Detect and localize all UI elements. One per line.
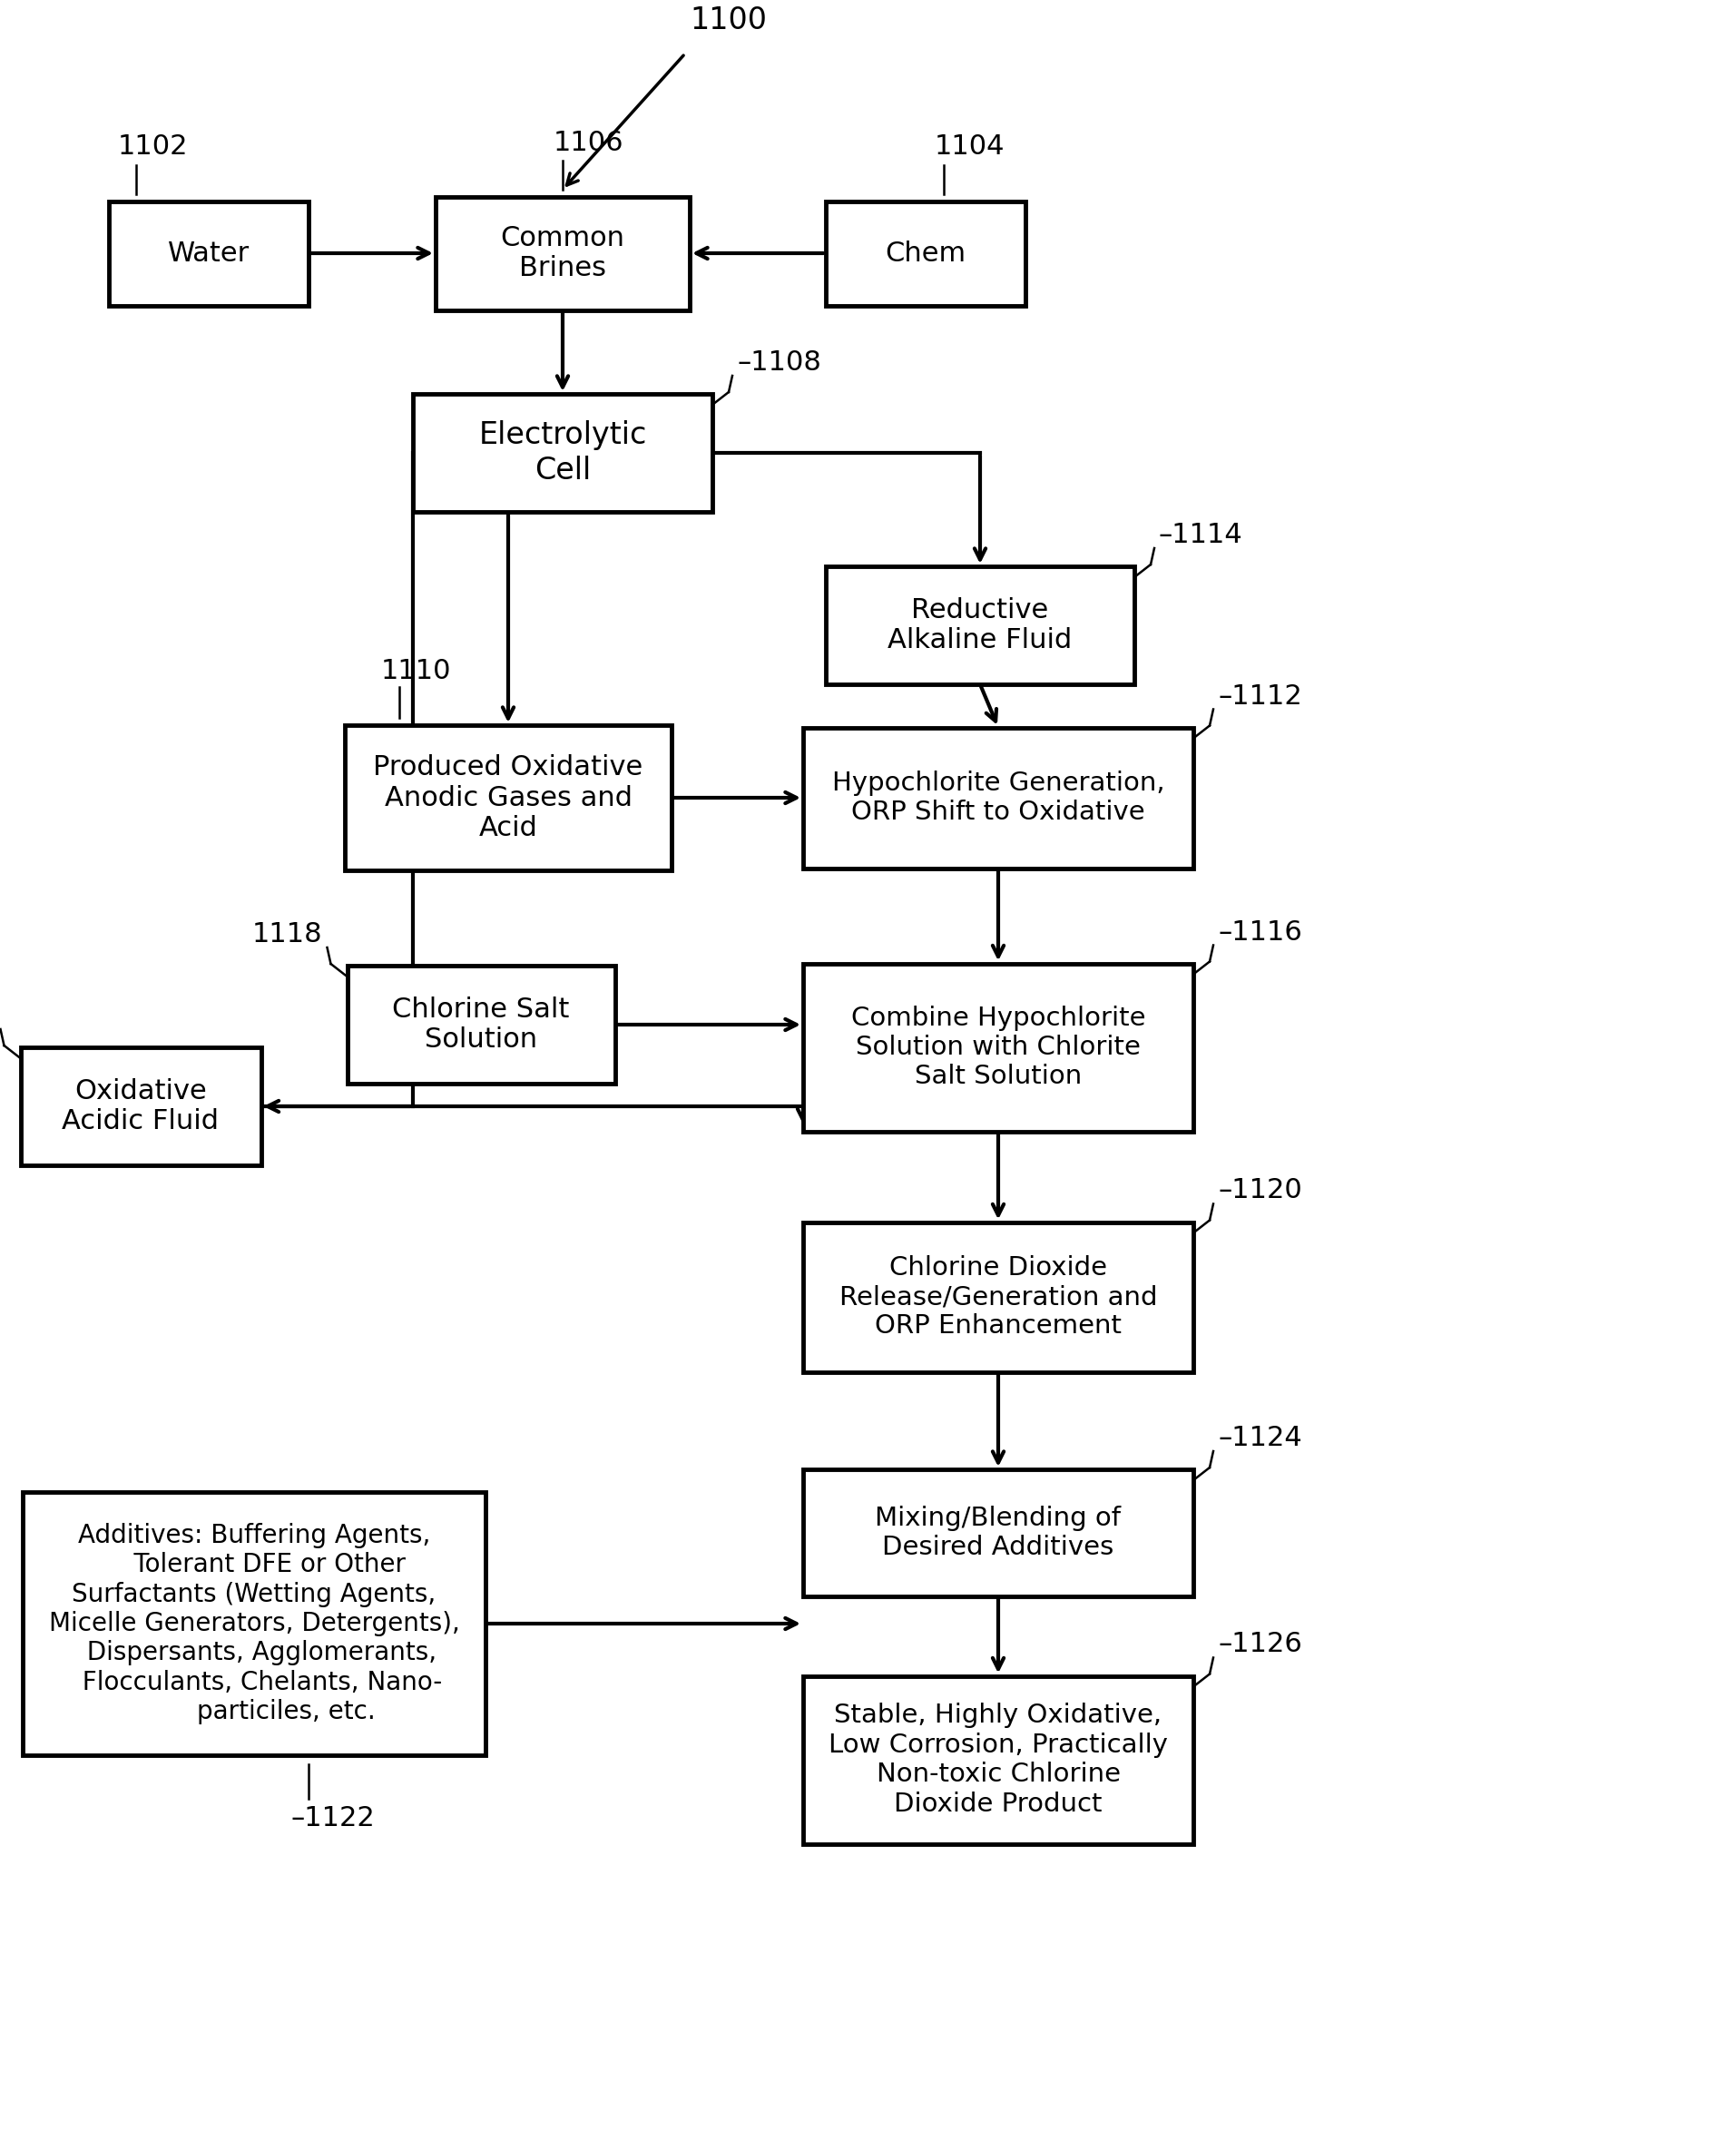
Text: Water: Water [168, 241, 250, 267]
Text: Stable, Highly Oxidative,
Low Corrosion, Practically
Non-toxic Chlorine
Dioxide : Stable, Highly Oxidative, Low Corrosion,… [828, 1703, 1168, 1817]
Text: Electrolytic
Cell: Electrolytic Cell [479, 421, 648, 486]
Bar [804, 1221, 1193, 1372]
Bar [804, 1468, 1193, 1597]
Bar [345, 725, 672, 871]
Text: 1102: 1102 [118, 133, 187, 161]
Text: 1106: 1106 [554, 129, 623, 155]
Bar [23, 1492, 486, 1754]
Text: 1110: 1110 [382, 658, 451, 684]
Bar [347, 965, 615, 1084]
Text: Additives: Buffering Agents,
    Tolerant DFE or Other
Surfactants (Wetting Agen: Additives: Buffering Agents, Tolerant DF… [49, 1522, 460, 1724]
Text: 1118: 1118 [252, 920, 323, 948]
Text: Chem: Chem [885, 241, 965, 267]
Bar [436, 196, 689, 310]
Bar [413, 393, 712, 512]
Text: –1124: –1124 [1219, 1425, 1302, 1451]
Text: –1120: –1120 [1219, 1178, 1302, 1204]
Bar [826, 200, 1026, 305]
Text: 1100: 1100 [689, 6, 767, 34]
Text: Chlorine Salt
Solution: Chlorine Salt Solution [392, 995, 569, 1054]
Text: –1108: –1108 [736, 350, 821, 376]
Text: –1112: –1112 [1219, 684, 1302, 710]
Text: Common
Brines: Common Brines [500, 226, 625, 282]
Bar [109, 200, 309, 305]
Text: 1104: 1104 [934, 133, 1005, 161]
Text: Oxidative
Acidic Fluid: Oxidative Acidic Fluid [62, 1077, 219, 1135]
Bar [804, 727, 1193, 869]
Text: Produced Oxidative
Anodic Gases and
Acid: Produced Oxidative Anodic Gases and Acid [373, 755, 642, 841]
Text: Reductive
Alkaline Fluid: Reductive Alkaline Fluid [887, 598, 1073, 654]
Text: Mixing/Blending of
Desired Additives: Mixing/Blending of Desired Additives [875, 1505, 1121, 1561]
Text: –1122: –1122 [290, 1806, 375, 1832]
Bar [804, 963, 1193, 1131]
Bar [21, 1047, 260, 1165]
Text: Combine Hypochlorite
Solution with Chlorite
Salt Solution: Combine Hypochlorite Solution with Chlor… [851, 1006, 1146, 1090]
Text: –1114: –1114 [1160, 522, 1243, 548]
Text: –1126: –1126 [1219, 1632, 1302, 1658]
Text: –1116: –1116 [1219, 918, 1302, 946]
Bar [826, 565, 1134, 684]
Text: Hypochlorite Generation,
ORP Shift to Oxidative: Hypochlorite Generation, ORP Shift to Ox… [832, 770, 1165, 826]
Text: Chlorine Dioxide
Release/Generation and
ORP Enhancement: Chlorine Dioxide Release/Generation and … [838, 1256, 1158, 1339]
Bar [804, 1675, 1193, 1845]
